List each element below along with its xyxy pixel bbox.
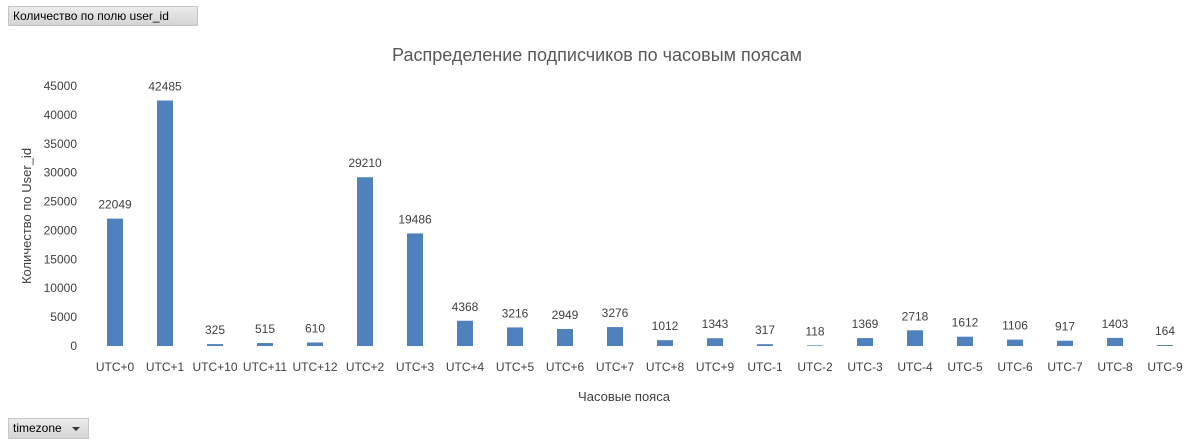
y-tick-label: 15000: [44, 252, 78, 266]
x-axis: UTC+0 UTC+1 UTC+10 UTC+11 UTC+12 UTC+2 UTC+3 UT…: [96, 360, 1183, 374]
data-label: 1612: [952, 316, 979, 330]
x-tick-label: UTC+5: [496, 360, 535, 374]
x-axis-title: Часовые пояса: [578, 389, 671, 404]
bar: [807, 345, 823, 346]
data-label: 164: [1155, 324, 1175, 338]
y-axis-title: Количество по User_id: [19, 148, 34, 284]
data-label: 317: [755, 323, 775, 337]
data-label: 2718: [902, 309, 929, 323]
bar: [907, 330, 923, 346]
x-tick-label: UTC+6: [546, 360, 585, 374]
data-label: 917: [1055, 320, 1075, 334]
bar: [757, 344, 773, 346]
data-label: 2949: [552, 308, 579, 322]
bar: [207, 344, 223, 346]
data-label: 515: [255, 322, 275, 336]
x-tick-label: UTC+7: [596, 360, 635, 374]
data-label: 42485: [148, 80, 182, 94]
x-tick-label: UTC+8: [646, 360, 685, 374]
x-tick-label: UTC+1: [146, 360, 185, 374]
x-tick-label: UTC+3: [396, 360, 435, 374]
data-label: 1369: [852, 317, 879, 331]
y-tick-label: 20000: [44, 223, 78, 237]
data-label: 610: [305, 321, 325, 335]
bar: [307, 342, 323, 346]
bar: [157, 100, 173, 346]
bar: [407, 233, 423, 346]
data-label: 3216: [502, 306, 529, 320]
bar: [857, 338, 873, 346]
y-tick-label: 5000: [50, 310, 77, 324]
chart-title: Распределение подписчиков по часовым поя…: [392, 45, 802, 65]
x-tick-label: UTC+9: [696, 360, 735, 374]
x-tick-label: UTC-4: [897, 360, 933, 374]
data-label: 4368: [452, 300, 479, 314]
data-label: 325: [205, 323, 225, 337]
bar: [1157, 345, 1173, 346]
bars: [107, 100, 1173, 346]
x-tick-label: UTC+4: [446, 360, 485, 374]
bar: [957, 336, 973, 346]
y-tick-label: 40000: [44, 108, 78, 122]
data-label: 118: [805, 324, 824, 338]
data-label: 1343: [702, 317, 729, 331]
y-tick-label: 45000: [44, 79, 78, 93]
bar: [707, 338, 723, 346]
timezone-filter-button[interactable]: timezone: [8, 418, 89, 439]
y-tick-label: 25000: [44, 195, 78, 209]
y-tick-label: 0: [70, 339, 77, 353]
y-tick-label: 35000: [44, 137, 78, 151]
x-tick-label: UTC+2: [346, 360, 385, 374]
bar: [607, 327, 623, 346]
y-tick-label: 10000: [44, 281, 78, 295]
data-label: 29210: [348, 156, 382, 170]
data-label: 1012: [652, 319, 679, 333]
bar: [107, 218, 123, 346]
x-tick-label: UTC-1: [747, 360, 783, 374]
x-tick-label: UTC+12: [292, 360, 337, 374]
bar: [1107, 337, 1123, 346]
data-label: 22049: [98, 198, 132, 212]
bar: [1057, 340, 1073, 346]
data-label: 19486: [398, 212, 432, 226]
x-tick-label: UTC-9: [1147, 360, 1183, 374]
x-tick-label: UTC+10: [192, 360, 237, 374]
x-tick-label: UTC-6: [997, 360, 1033, 374]
bar: [557, 328, 573, 346]
x-tick-label: UTC-2: [797, 360, 833, 374]
x-tick-label: UTC-7: [1047, 360, 1083, 374]
dropdown-arrow-icon: [72, 427, 80, 431]
y-tick-label: 30000: [44, 166, 78, 180]
y-axis: 0 5000 10000 15000 20000 25000 30000 35000 40000…: [44, 79, 78, 353]
value-field-button[interactable]: Количество по полю user_id: [8, 6, 198, 26]
timezone-filter-label: timezone: [13, 421, 62, 435]
data-labels: 22049 42485 325 515 610 29210 19486 4368 3216 294…: [98, 80, 1175, 339]
bar: [507, 327, 523, 346]
x-tick-label: UTC+11: [243, 360, 287, 374]
data-label: 1403: [1102, 317, 1129, 331]
x-tick-label: UTC-3: [847, 360, 883, 374]
bar: [357, 177, 373, 346]
x-tick-label: UTC-5: [947, 360, 983, 374]
bar: [257, 343, 273, 346]
x-tick-label: UTC-8: [1097, 360, 1133, 374]
data-label: 3276: [602, 306, 629, 320]
data-label: 1106: [1002, 319, 1028, 333]
x-tick-label: UTC+0: [96, 360, 135, 374]
bar: [457, 320, 473, 346]
value-field-label: Количество по полю user_id: [13, 9, 169, 23]
bar: [657, 340, 673, 346]
bar: [1007, 339, 1023, 346]
